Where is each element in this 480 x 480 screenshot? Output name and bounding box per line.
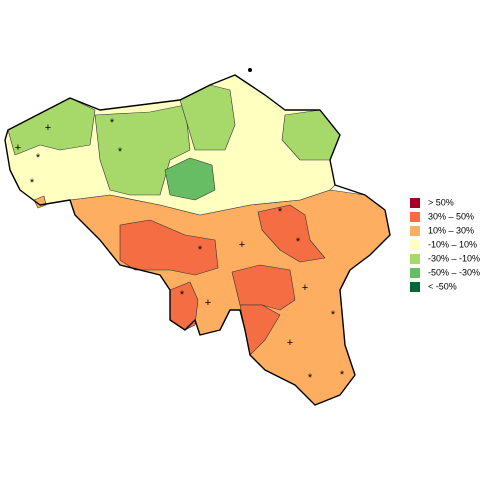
legend-swatch	[410, 240, 420, 250]
marker: +	[287, 337, 293, 349]
legend-swatch	[410, 198, 420, 208]
marker: *	[180, 289, 185, 301]
legend-label: -30% – -10%	[428, 253, 480, 263]
marker: +	[205, 297, 211, 309]
legend-label: 30% – 50%	[428, 211, 474, 221]
marker: *	[30, 177, 35, 189]
marker: *	[36, 152, 41, 164]
dot	[248, 68, 252, 72]
brussels	[164, 157, 216, 201]
marker: *	[340, 369, 345, 381]
border	[4, 74, 391, 406]
marker: *	[198, 244, 203, 256]
legend-label: < -50%	[428, 281, 457, 291]
legend-swatch	[410, 282, 420, 292]
liege	[257, 204, 326, 263]
legend-swatch	[410, 268, 420, 278]
marker: *	[308, 372, 313, 384]
marker: +	[15, 142, 21, 154]
legend-label: > 50%	[428, 197, 454, 207]
legend-label: 10% – 30%	[428, 225, 474, 235]
legend: > 50% 30% – 50% 10% – 30% -10% – 10% -30% – …	[410, 197, 480, 292]
marker: +	[302, 282, 308, 294]
regions	[4, 74, 391, 406]
legend-swatch	[410, 226, 420, 236]
legend-swatch	[410, 254, 420, 264]
hainaut	[119, 219, 219, 276]
marker: *	[296, 236, 301, 248]
marker: *	[110, 117, 115, 129]
legend-label: -10% – 10%	[428, 239, 477, 249]
namur	[231, 264, 296, 311]
marker: *	[331, 309, 336, 321]
marker: +	[239, 239, 245, 251]
marker: +	[45, 122, 51, 134]
legend-swatch	[410, 212, 420, 222]
marker: *	[118, 146, 123, 158]
legend-label: -50% – -30%	[428, 267, 480, 277]
marker: *	[278, 206, 283, 218]
